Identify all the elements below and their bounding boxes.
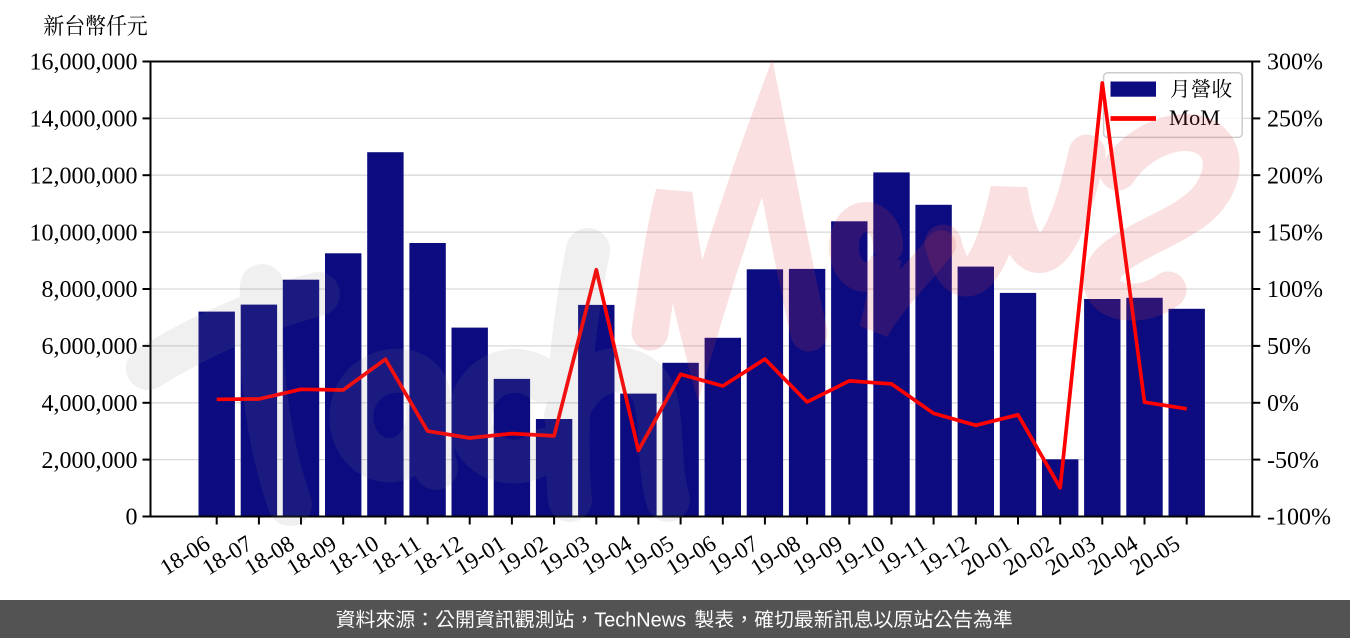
svg-text:150%: 150% xyxy=(1267,220,1323,246)
svg-text:10,000,000: 10,000,000 xyxy=(30,220,138,246)
svg-text:TechNews: TechNews xyxy=(594,610,686,632)
svg-text:2,000,000: 2,000,000 xyxy=(42,448,138,474)
svg-text:50%: 50% xyxy=(1267,334,1311,360)
svg-text:300%: 300% xyxy=(1267,50,1323,76)
svg-text:6,000,000: 6,000,000 xyxy=(42,334,138,360)
svg-text:MoM: MoM xyxy=(1169,105,1220,130)
svg-text:4,000,000: 4,000,000 xyxy=(42,391,138,417)
svg-text:16,000,000: 16,000,000 xyxy=(30,50,138,76)
svg-text:0%: 0% xyxy=(1267,391,1299,417)
svg-text:14,000,000: 14,000,000 xyxy=(30,107,138,133)
svg-text:8,000,000: 8,000,000 xyxy=(42,277,138,303)
svg-text:100%: 100% xyxy=(1267,277,1323,303)
svg-text:200%: 200% xyxy=(1267,163,1323,189)
svg-text:250%: 250% xyxy=(1267,107,1323,133)
svg-text:0: 0 xyxy=(126,505,138,531)
svg-text:-50%: -50% xyxy=(1267,448,1319,474)
svg-text:-100%: -100% xyxy=(1267,505,1331,531)
svg-text:12,000,000: 12,000,000 xyxy=(30,163,138,189)
